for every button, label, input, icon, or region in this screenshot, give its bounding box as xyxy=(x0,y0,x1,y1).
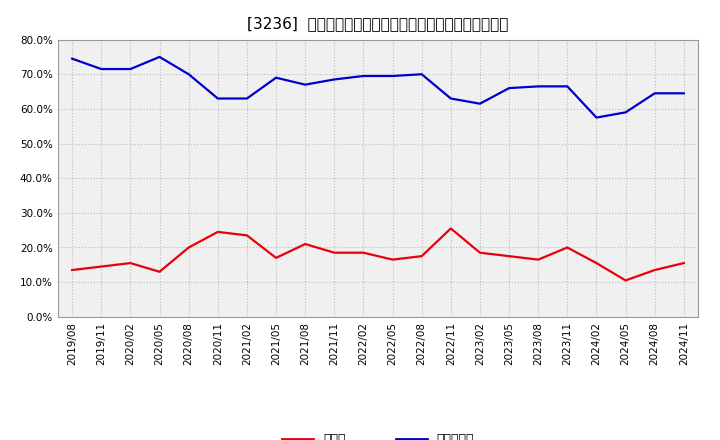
Title: [3236]  現預金、有利子負債の総資産に対する比率の推移: [3236] 現預金、有利子負債の総資産に対する比率の推移 xyxy=(247,16,509,32)
Legend: 現預金, 有利子負債: 現預金, 有利子負債 xyxy=(276,429,480,440)
